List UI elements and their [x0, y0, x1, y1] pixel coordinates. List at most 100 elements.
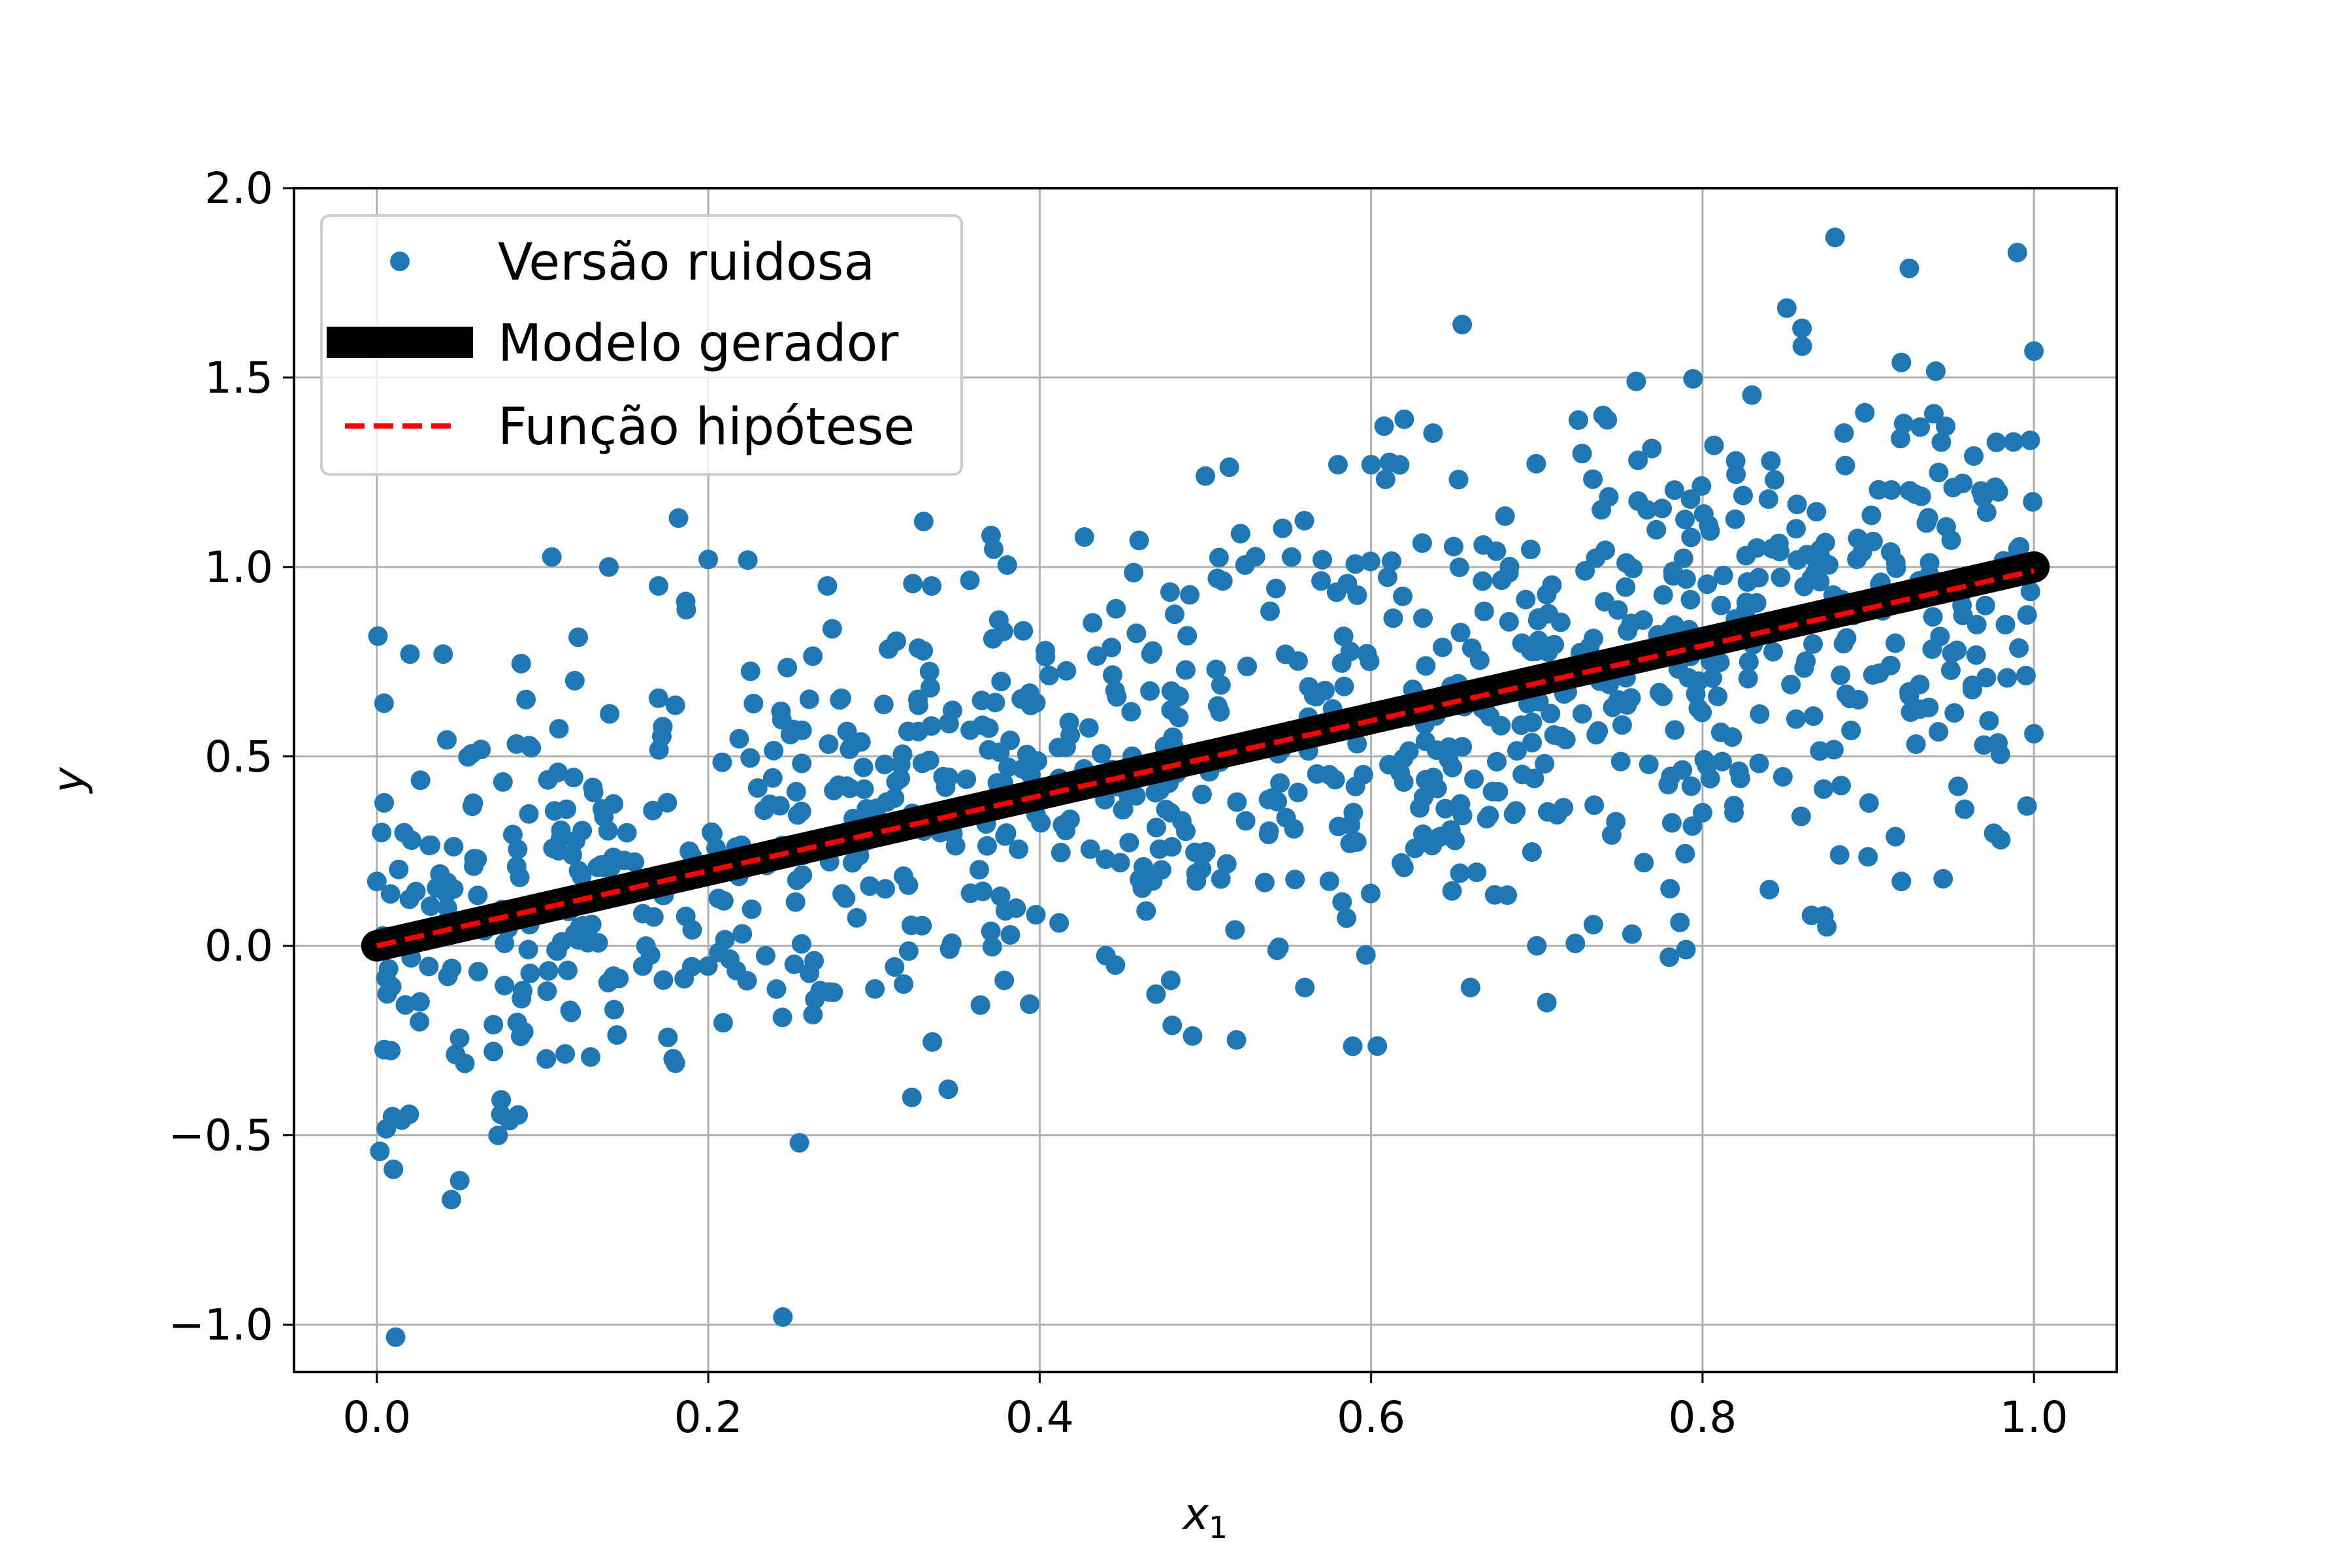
- scatter-point: [1840, 689, 1860, 709]
- plot-frame: [293, 187, 2118, 1373]
- scatter-point: [1818, 555, 1838, 575]
- scatter-point: [1295, 977, 1315, 998]
- scatter-point: [1817, 917, 1837, 937]
- scatter-point: [1762, 538, 1782, 559]
- scatter-point: [1266, 578, 1286, 598]
- scatter-point: [1226, 1030, 1247, 1050]
- scatter-point: [1374, 416, 1394, 436]
- scatter-point: [1192, 784, 1212, 804]
- scatter-point: [1499, 563, 1519, 583]
- scatter-point: [1056, 661, 1077, 681]
- scatter-point: [1697, 574, 1718, 595]
- scatter-point: [792, 753, 812, 774]
- scatter-point: [1622, 924, 1642, 944]
- scatter-point: [1612, 715, 1632, 735]
- scatter-point: [886, 772, 906, 792]
- scatter-point: [1146, 984, 1166, 1004]
- scatter-point: [1725, 509, 1745, 529]
- scatter-point: [1319, 764, 1339, 785]
- scatter-point: [1049, 913, 1070, 933]
- scatter-point: [972, 691, 992, 711]
- scatter-point: [1541, 704, 1561, 724]
- scatter-point: [817, 576, 838, 596]
- scatter-point: [923, 1032, 943, 1052]
- scatter-point: [995, 826, 1015, 846]
- scatter-point: [1583, 629, 1603, 649]
- scatter-point: [648, 688, 668, 708]
- scatter-point: [510, 1026, 531, 1047]
- scatter-point: [1693, 504, 1714, 524]
- x-tick-label: 0.0: [342, 1392, 411, 1443]
- scatter-point: [1399, 741, 1419, 761]
- scatter-point: [956, 769, 977, 789]
- scatter-point: [1742, 385, 1762, 405]
- scatter-point: [1606, 811, 1626, 832]
- scatter-point: [773, 1307, 793, 1327]
- scatter-point: [1146, 817, 1166, 838]
- scatter-point: [1681, 776, 1701, 796]
- scatter-point: [804, 951, 825, 971]
- scatter-point: [1758, 489, 1778, 510]
- scatter-point: [1991, 830, 2011, 850]
- scatter-point: [394, 823, 414, 843]
- scatter-point: [912, 753, 932, 774]
- scatter-point: [983, 629, 1003, 649]
- scatter-point: [1910, 699, 1930, 719]
- scatter-point: [760, 794, 780, 815]
- scatter-point: [649, 576, 668, 596]
- scatter-point: [1988, 482, 2008, 502]
- scatter-point: [1160, 970, 1181, 990]
- scatter-point: [1986, 433, 2006, 453]
- scatter-point: [1676, 939, 1696, 960]
- scatter-point: [1976, 502, 1997, 523]
- scatter-point: [1337, 908, 1357, 928]
- scatter-point: [644, 907, 664, 927]
- scatter-point: [1113, 800, 1133, 820]
- scatter-point: [1759, 879, 1780, 900]
- scatter-point: [1254, 872, 1275, 892]
- scatter-point: [1356, 945, 1376, 965]
- scatter-point: [712, 752, 732, 772]
- scatter-point: [742, 899, 762, 919]
- scatter-point: [1786, 519, 1806, 539]
- scatter-point: [1080, 839, 1100, 859]
- scatter-point: [1710, 722, 1731, 742]
- scatter-point: [1036, 647, 1056, 667]
- scatter-point: [1520, 640, 1541, 661]
- scatter-point: [762, 768, 783, 788]
- scatter-point: [1039, 666, 1059, 686]
- scatter-point: [1944, 703, 1965, 723]
- scatter-point: [1891, 352, 1912, 372]
- y-tick-label: 1.5: [204, 353, 273, 403]
- scatter-point: [1432, 637, 1452, 657]
- scatter-point: [1617, 695, 1637, 715]
- scatter-point: [791, 934, 811, 954]
- scatter-point: [410, 1011, 430, 1032]
- scatter-point: [1211, 675, 1231, 695]
- scatter-point: [1259, 821, 1279, 841]
- y-tick-label: −1.0: [169, 1300, 273, 1350]
- scatter-point: [410, 770, 431, 791]
- scatter-point: [743, 693, 764, 713]
- scatter-point: [557, 960, 578, 981]
- scatter-point: [1129, 531, 1149, 551]
- scatter-point: [1537, 992, 1557, 1013]
- scatter-point: [1823, 740, 1844, 760]
- scatter-point: [1803, 634, 1823, 654]
- scatter-point: [1906, 734, 1926, 755]
- scatter-point: [1473, 571, 1493, 591]
- scatter-point: [772, 710, 792, 730]
- scatter-point: [713, 1013, 733, 1033]
- scatter-point: [1736, 600, 1756, 621]
- scatter-point: [1270, 773, 1290, 793]
- scatter-point: [483, 1015, 504, 1035]
- scatter-point: [483, 1041, 504, 1062]
- scatter-point: [536, 1049, 557, 1069]
- scatter-point: [1833, 634, 1854, 654]
- scatter-point: [1180, 585, 1200, 605]
- scatter-point: [614, 850, 634, 870]
- scatter-point: [1528, 608, 1548, 629]
- scatter-point: [1211, 869, 1231, 889]
- scatter-point: [1367, 1036, 1388, 1056]
- scatter-point: [1995, 615, 2016, 635]
